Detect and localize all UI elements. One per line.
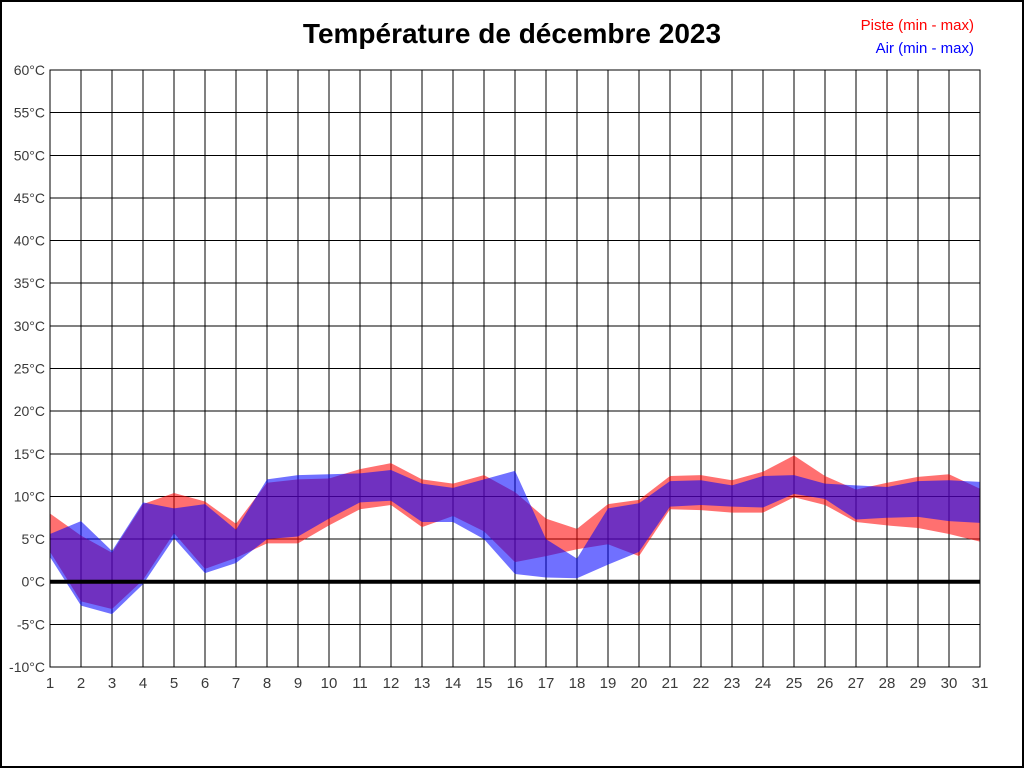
x-axis-tick-label: 31 bbox=[972, 675, 989, 692]
chart-legend: Piste (min - max) Air (min - max) bbox=[861, 14, 974, 60]
x-axis-tick-label: 26 bbox=[817, 675, 834, 692]
x-axis-tick-label: 27 bbox=[848, 675, 865, 692]
x-axis-tick-label: 29 bbox=[910, 675, 927, 692]
x-axis-tick-label: 7 bbox=[232, 675, 240, 692]
x-axis-tick-label: 18 bbox=[569, 675, 586, 692]
chart-svg: 60°C55°C50°C45°C40°C35°C30°C25°C20°C15°C… bbox=[9, 62, 989, 692]
y-axis-tick-label: -10°C bbox=[9, 659, 45, 675]
x-axis-tick-label: 19 bbox=[600, 675, 617, 692]
x-axis-tick-label: 22 bbox=[693, 675, 710, 692]
x-axis-tick-label: 6 bbox=[201, 675, 209, 692]
legend-item-air: Air (min - max) bbox=[875, 40, 974, 57]
y-axis-tick-label: 15°C bbox=[14, 446, 45, 462]
y-axis-tick-label: 20°C bbox=[14, 403, 45, 419]
x-axis-tick-label: 17 bbox=[538, 675, 555, 692]
y-axis-tick-label: 25°C bbox=[14, 361, 45, 377]
x-axis-tick-label: 20 bbox=[631, 675, 648, 692]
x-axis-tick-label: 24 bbox=[755, 675, 772, 692]
y-axis-tick-label: 30°C bbox=[14, 318, 45, 334]
x-axis-tick-label: 1 bbox=[46, 675, 54, 692]
x-axis-tick-label: 16 bbox=[507, 675, 524, 692]
chart-title: Température de décembre 2023 bbox=[302, 18, 722, 49]
x-axis-tick-label: 5 bbox=[170, 675, 178, 692]
x-axis-tick-label: 3 bbox=[108, 675, 116, 692]
air-minmax-band bbox=[50, 469, 980, 615]
x-axis-tick-label: 25 bbox=[786, 675, 803, 692]
x-axis-tick-label: 23 bbox=[724, 675, 741, 692]
x-axis-tick-label: 28 bbox=[879, 675, 896, 692]
x-axis-tick-label: 30 bbox=[941, 675, 958, 692]
y-axis-tick-label: -5°C bbox=[17, 616, 45, 632]
x-axis-tick-label: 14 bbox=[445, 675, 462, 692]
x-axis-tick-label: 12 bbox=[383, 675, 400, 692]
x-axis-tick-label: 11 bbox=[352, 675, 368, 692]
y-axis-tick-label: 40°C bbox=[14, 233, 45, 249]
y-axis-tick-label: 5°C bbox=[22, 531, 46, 547]
x-axis-tick-label: 21 bbox=[662, 675, 679, 692]
x-axis-tick-label: 2 bbox=[77, 675, 85, 692]
y-axis-tick-label: 45°C bbox=[14, 190, 45, 206]
y-axis-tick-label: 55°C bbox=[14, 105, 45, 121]
plot-border bbox=[49, 69, 981, 668]
y-axis-tick-label: 10°C bbox=[14, 488, 45, 504]
legend-item-piste: Piste (min - max) bbox=[860, 17, 974, 34]
y-axis-tick-label: 0°C bbox=[22, 574, 46, 590]
y-axis-tick-label: 35°C bbox=[14, 275, 45, 291]
x-axis-tick-label: 8 bbox=[263, 675, 271, 692]
x-axis-tick-label: 4 bbox=[139, 675, 147, 692]
x-axis-tick-label: 15 bbox=[476, 675, 493, 692]
y-axis-tick-label: 50°C bbox=[14, 147, 45, 163]
y-axis-tick-label: 60°C bbox=[14, 62, 45, 78]
x-axis-tick-label: 10 bbox=[321, 675, 338, 692]
x-axis-tick-label: 9 bbox=[294, 675, 302, 692]
x-axis-tick-label: 13 bbox=[414, 675, 431, 692]
